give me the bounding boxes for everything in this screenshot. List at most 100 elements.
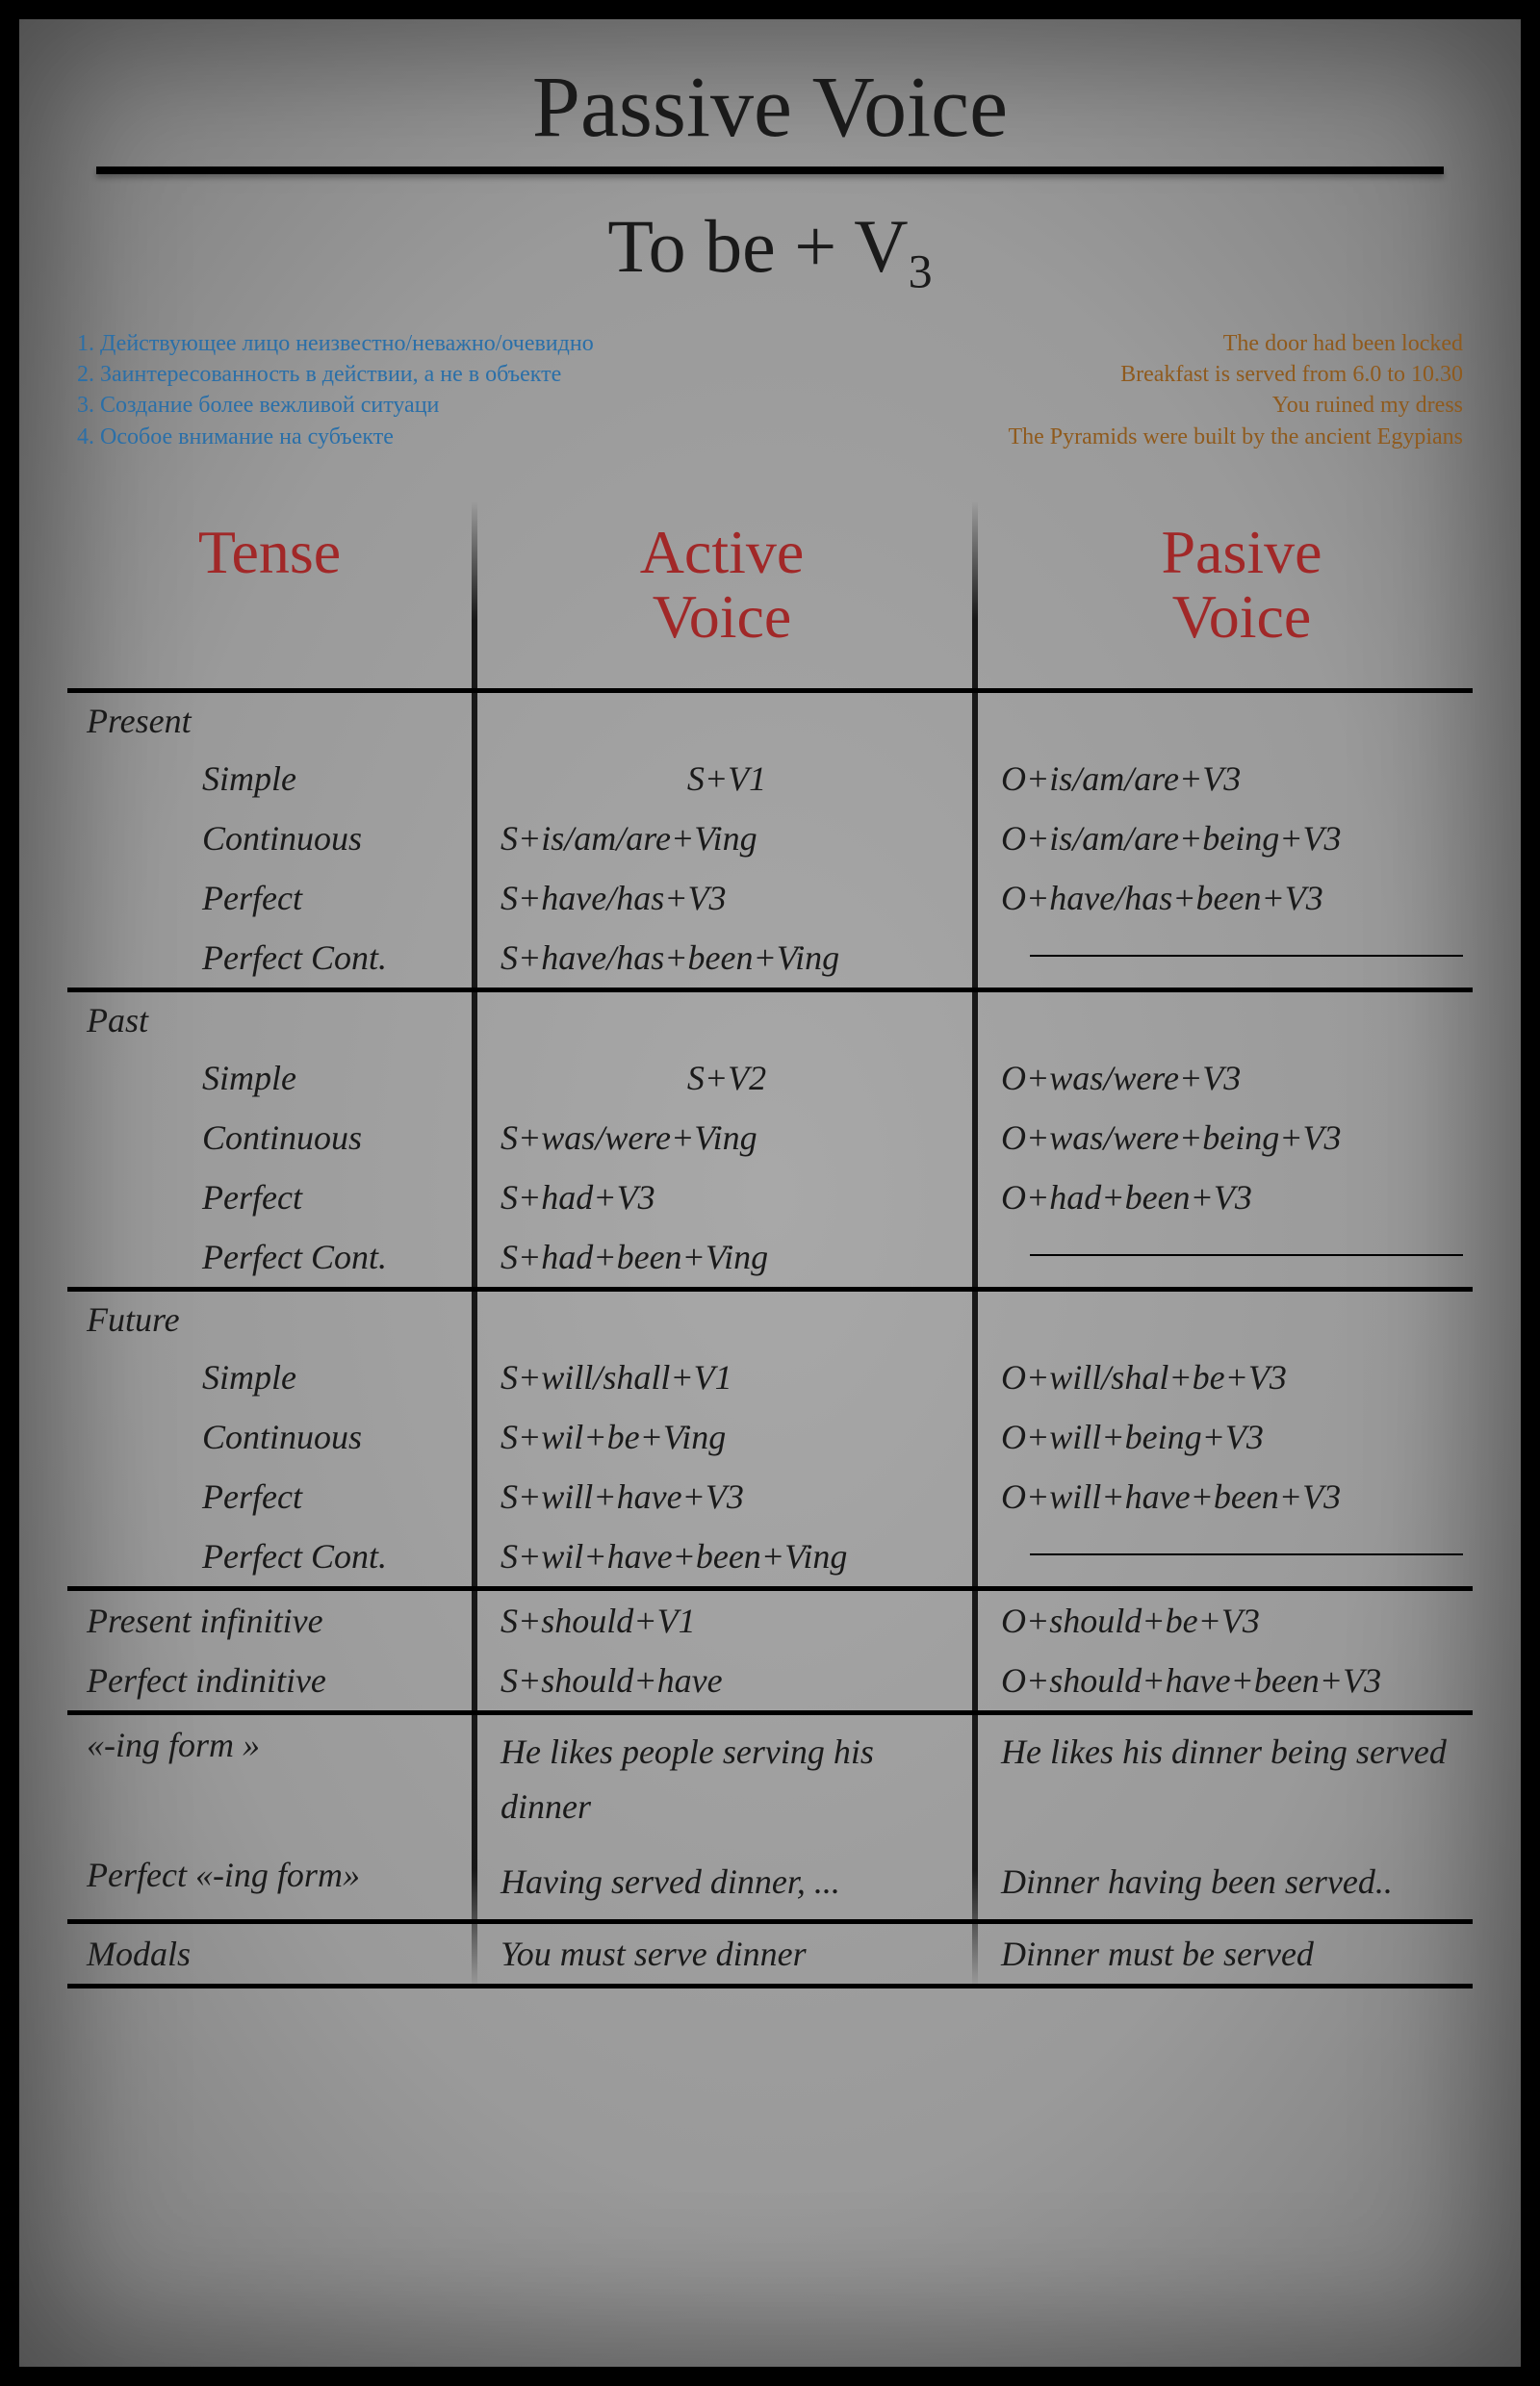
- note-right-3: You ruined my dress: [1008, 390, 1463, 421]
- active-cell: You must serve dinner: [472, 1924, 972, 1984]
- tense-cell: Perfect: [67, 868, 472, 928]
- note-right-4: The Pyramids were built by the ancient E…: [1008, 422, 1463, 452]
- column-divider-2: [972, 500, 978, 1988]
- table-row: «-ing form »He likes people serving his …: [67, 1715, 1473, 1845]
- note-right-2: Breakfast is served from 6.0 to 10.30: [1008, 359, 1463, 390]
- active-cell: S+have/has+been+Ving: [472, 928, 972, 988]
- active-cell: S+should+have: [472, 1651, 972, 1710]
- table-row: ContinuousS+was/were+VingO+was/were+bein…: [67, 1108, 1473, 1167]
- table-row: Perfect indinitiveS+should+haveO+should+…: [67, 1651, 1473, 1710]
- table-row: PerfectS+had+V3O+had+been+V3: [67, 1167, 1473, 1227]
- tense-cell: Perfect «-ing form»: [67, 1845, 472, 1905]
- table-row: SimpleS+V1O+is/am/are+V3: [67, 749, 1473, 808]
- table: Tense Active Voice Pasive Voice PresentS…: [67, 500, 1473, 1988]
- passive-cell: O+is/am/are+V3: [972, 749, 1511, 808]
- note-left-1: 1. Действующее лицо неизвестно/неважно/о…: [77, 328, 594, 359]
- group-label: Future: [67, 1287, 1473, 1347]
- tense-cell: Modals: [67, 1924, 472, 1984]
- column-divider-1: [472, 500, 477, 1988]
- passive-cell: O+is/am/are+being+V3: [972, 808, 1511, 868]
- tense-cell: Continuous: [67, 808, 472, 868]
- notes-row: 1. Действующее лицо неизвестно/неважно/о…: [67, 328, 1473, 453]
- passive-dash: [1030, 1254, 1463, 1256]
- tense-cell: Perfect: [67, 1467, 472, 1527]
- table-row: ContinuousS+is/am/are+VingO+is/am/are+be…: [67, 808, 1473, 868]
- tense-cell: Present infinitive: [67, 1591, 472, 1651]
- active-cell: S+should+V1: [472, 1591, 972, 1651]
- subtitle: To be + V3: [67, 203, 1473, 299]
- table-row: Present infinitiveS+should+V1O+should+be…: [67, 1591, 1473, 1651]
- table-row: ContinuousS+wil+be+VingO+will+being+V3: [67, 1407, 1473, 1467]
- tense-cell: Continuous: [67, 1108, 472, 1167]
- table-row: SimpleS+will/shall+V1O+will/shal+be+V3: [67, 1347, 1473, 1407]
- passive-cell: O+will+being+V3: [972, 1407, 1511, 1467]
- active-cell: S+had+been+Ving: [472, 1227, 972, 1287]
- group-label: Past: [67, 988, 1473, 1048]
- group-label: Present: [67, 688, 1473, 749]
- tense-cell: Simple: [67, 1347, 472, 1407]
- tense-cell: Continuous: [67, 1407, 472, 1467]
- table-row: PerfectS+will+have+V3O+will+have+been+V3: [67, 1467, 1473, 1527]
- passive-cell: O+was/were+V3: [972, 1048, 1511, 1108]
- note-right-1: The door had been locked: [1008, 328, 1463, 359]
- page: Passive Voice To be + V3 1. Действующее …: [19, 19, 1521, 2367]
- tense-cell: «-ing form »: [67, 1715, 472, 1775]
- table-row: Perfect «-ing form»Having served dinner,…: [67, 1845, 1473, 1920]
- active-cell: S+had+V3: [472, 1167, 972, 1227]
- passive-cell: O+should+have+been+V3: [972, 1651, 1511, 1710]
- active-cell: S+is/am/are+Ving: [472, 808, 972, 868]
- active-cell: S+V2: [472, 1048, 972, 1108]
- active-cell: S+was/were+Ving: [472, 1108, 972, 1167]
- passive-cell: O+was/were+being+V3: [972, 1108, 1511, 1167]
- subtitle-sub: 3: [909, 244, 933, 298]
- note-left-3: 3. Создание более вежливой ситуаци: [77, 390, 594, 421]
- active-cell: He likes people serving his dinner: [472, 1715, 972, 1845]
- table-end-line: [67, 1984, 1473, 1988]
- tense-cell: Simple: [67, 1048, 472, 1108]
- table-row: Perfect Cont.S+had+been+Ving: [67, 1227, 1473, 1287]
- tense-cell: Perfect: [67, 1167, 472, 1227]
- active-cell: S+have/has+V3: [472, 868, 972, 928]
- table-row: Perfect Cont.S+wil+have+been+Ving: [67, 1527, 1473, 1586]
- table-body: PresentSimpleS+V1O+is/am/are+V3Continuou…: [67, 688, 1473, 1989]
- tense-cell: Simple: [67, 749, 472, 808]
- active-cell: S+wil+be+Ving: [472, 1407, 972, 1467]
- table-row: PerfectS+have/has+V3O+have/has+been+V3: [67, 868, 1473, 928]
- passive-cell: [972, 1227, 1511, 1266]
- passive-cell: [972, 928, 1511, 966]
- header-active: Active Voice: [472, 500, 972, 668]
- passive-cell: He likes his dinner being served: [972, 1715, 1511, 1790]
- notes-left: 1. Действующее лицо неизвестно/неважно/о…: [77, 328, 594, 453]
- active-cell: S+wil+have+been+Ving: [472, 1527, 972, 1586]
- notes-right: The door had been locked Breakfast is se…: [1008, 328, 1463, 453]
- header-tense: Tense: [67, 500, 472, 668]
- header-passive: Pasive Voice: [972, 500, 1511, 668]
- passive-dash: [1030, 955, 1463, 957]
- passive-cell: Dinner must be served: [972, 1924, 1511, 1984]
- passive-cell: Dinner having been served..: [972, 1845, 1511, 1920]
- active-cell: Having served dinner, ...: [472, 1845, 972, 1920]
- passive-cell: O+should+be+V3: [972, 1591, 1511, 1651]
- active-cell: S+will/shall+V1: [472, 1347, 972, 1407]
- table-row: SimpleS+V2O+was/were+V3: [67, 1048, 1473, 1108]
- table-headers: Tense Active Voice Pasive Voice: [67, 500, 1473, 668]
- page-title: Passive Voice: [67, 58, 1473, 157]
- table-row: ModalsYou must serve dinnerDinner must b…: [67, 1924, 1473, 1984]
- passive-cell: O+will+have+been+V3: [972, 1467, 1511, 1527]
- tense-cell: Perfect Cont.: [67, 928, 472, 988]
- passive-cell: O+have/has+been+V3: [972, 868, 1511, 928]
- passive-cell: O+will/shal+be+V3: [972, 1347, 1511, 1407]
- active-cell: S+will+have+V3: [472, 1467, 972, 1527]
- passive-cell: [972, 1527, 1511, 1565]
- table-row: Perfect Cont.S+have/has+been+Ving: [67, 928, 1473, 988]
- subtitle-prefix: To be + V: [607, 204, 908, 288]
- tense-cell: Perfect Cont.: [67, 1227, 472, 1287]
- tense-cell: Perfect indinitive: [67, 1651, 472, 1710]
- title-underline: [96, 167, 1444, 174]
- passive-cell: O+had+been+V3: [972, 1167, 1511, 1227]
- active-cell: S+V1: [472, 749, 972, 808]
- note-left-4: 4. Особое внимание на субъекте: [77, 422, 594, 452]
- tense-cell: Perfect Cont.: [67, 1527, 472, 1586]
- note-left-2: 2. Заинтересованность в действии, а не в…: [77, 359, 594, 390]
- passive-dash: [1030, 1553, 1463, 1555]
